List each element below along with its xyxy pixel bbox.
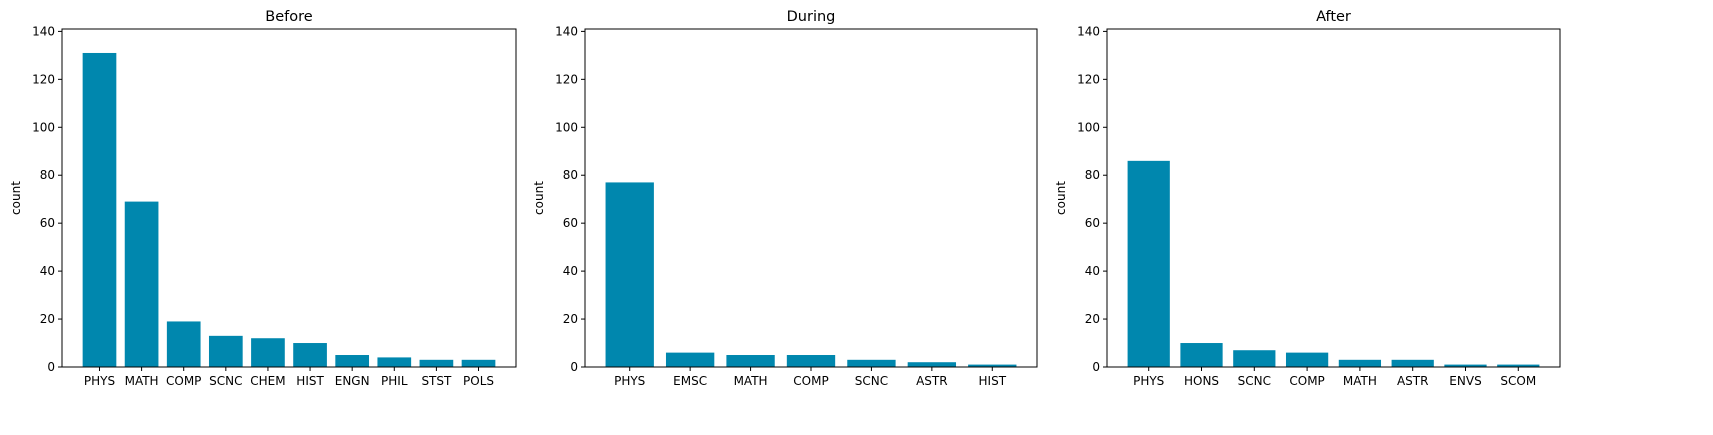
chart-panel-3: 0 20 40 60 80 100 120 140 PHYS HONS SCNC COMP MATH AS…: [1054, 9, 1561, 388]
y-tick-label: 140: [1077, 24, 1100, 38]
y-tick-label: 40: [563, 264, 578, 278]
bar-scnc: [847, 359, 896, 367]
y-tick-label: 120: [555, 72, 578, 86]
bar-comp: [786, 355, 836, 367]
bar-phys: [1127, 160, 1170, 367]
y-tick-label: 0: [47, 360, 55, 374]
x-tick-label: MATH: [734, 374, 768, 388]
y-tick-label: 140: [555, 24, 578, 38]
y-tick-label: 20: [1085, 312, 1100, 326]
bar-scnc: [1233, 350, 1276, 367]
chart-title: After: [1316, 9, 1351, 25]
x-tick-label: SCNC: [1238, 374, 1271, 388]
x-tick-label: SCOM: [1500, 374, 1536, 388]
bar-math: [726, 355, 775, 367]
bar-phil: [377, 357, 412, 367]
x-tick-label: COMP: [1289, 374, 1324, 388]
x-tick-label: PHYS: [84, 374, 115, 388]
x-tick-label: ASTR: [1397, 374, 1429, 388]
x-tick-label: ENGN: [335, 374, 370, 388]
x-tick-label: PHYS: [1133, 374, 1164, 388]
y-tick-label: 100: [555, 120, 578, 134]
x-tick-label: SCNC: [209, 374, 242, 388]
y-tick-label: 80: [1085, 168, 1100, 182]
x-tick-label: HIST: [296, 374, 324, 388]
bar-math: [1338, 359, 1382, 367]
bar-comp: [166, 321, 201, 367]
y-tick-label: 140: [32, 24, 55, 38]
x-tick-label: CHEM: [250, 374, 285, 388]
x-tick-label: PHIL: [381, 374, 408, 388]
axes-frame: [61, 28, 517, 368]
bar-math: [124, 201, 159, 367]
y-tick-label: 60: [563, 216, 578, 230]
chart-panel-1: 0 20 40 60 80 100 120 140 PHYS MATH COMP SCNC CHEM HI…: [9, 9, 517, 388]
y-tick-label: 120: [32, 72, 55, 86]
bar-astr: [1391, 359, 1434, 367]
bar-scom: [1497, 364, 1540, 367]
y-tick-label: 80: [40, 168, 55, 182]
y-tick-label: 20: [40, 312, 55, 326]
y-tick-label: 120: [1077, 72, 1100, 86]
y-tick-label: 60: [1085, 216, 1100, 230]
chart-title: During: [787, 9, 836, 25]
y-tick-label: 60: [40, 216, 55, 230]
x-tick-label: PHYS: [614, 374, 645, 388]
y-tick-label: 20: [563, 312, 578, 326]
bar-phys: [605, 182, 654, 367]
chart-title: Before: [265, 9, 312, 25]
x-tick-label: EMSC: [673, 374, 707, 388]
bar-engn: [335, 355, 370, 367]
x-tick-label: COMP: [793, 374, 828, 388]
y-tick-label: 100: [32, 120, 55, 134]
x-tick-label: MATH: [1343, 374, 1377, 388]
x-tick-label: ENVS: [1449, 374, 1481, 388]
bar-comp: [1285, 352, 1329, 367]
bar-envs: [1444, 364, 1487, 367]
y-tick-label: 40: [1085, 264, 1100, 278]
x-tick-label: COMP: [166, 374, 201, 388]
x-tick-label: ASTR: [916, 374, 948, 388]
x-tick-label: STST: [421, 374, 452, 388]
x-tick-label: SCNC: [855, 374, 888, 388]
y-tick-label: 80: [563, 168, 578, 182]
axes-frame: [1106, 28, 1561, 368]
y-tick-label: 0: [1092, 360, 1100, 374]
y-tick-label: 100: [1077, 120, 1100, 134]
x-tick-label: HIST: [979, 374, 1007, 388]
bar-scnc: [208, 335, 243, 367]
x-tick-label: MATH: [125, 374, 159, 388]
bar-hons: [1180, 343, 1223, 367]
y-axis-label: count: [1054, 181, 1068, 215]
y-axis-label: count: [532, 181, 546, 215]
bar-stst: [419, 359, 454, 367]
x-tick-label: HONS: [1184, 374, 1219, 388]
bar-hist: [968, 364, 1017, 367]
y-tick-label: 0: [570, 360, 578, 374]
y-tick-label: 40: [40, 264, 55, 278]
y-axis-label: count: [9, 181, 23, 215]
bar-emsc: [665, 352, 715, 367]
x-tick-label: POLS: [463, 374, 494, 388]
bar-phys: [82, 52, 117, 367]
bar-hist: [293, 343, 327, 367]
bar-astr: [907, 362, 957, 367]
bar-chem: [251, 338, 285, 367]
bar-pols: [461, 359, 496, 367]
chart-panel-2: 0 20 40 60 80 100 120 140 PHYS EMSC MATH COMP SCNC AS…: [532, 9, 1038, 388]
